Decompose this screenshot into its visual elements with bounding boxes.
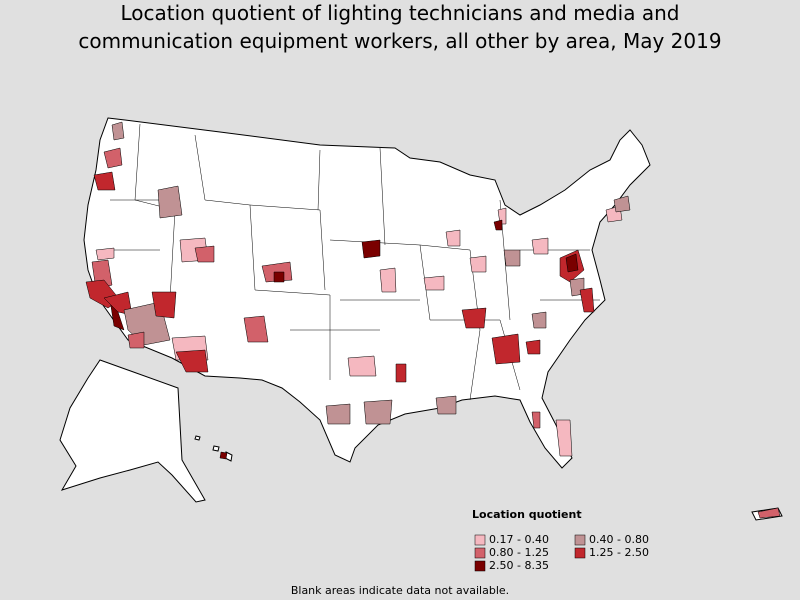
title-line: Location quotient of lighting technician… — [121, 1, 680, 25]
legend-label: 0.40 - 0.80 — [589, 533, 649, 546]
map-area — [461, 307, 487, 329]
map-area — [531, 237, 549, 255]
footnote: Blank areas indicate data not available. — [291, 584, 509, 597]
map-area — [273, 271, 285, 283]
map-area — [93, 171, 116, 191]
map-area — [445, 229, 461, 247]
map-area — [325, 403, 351, 425]
map-area — [103, 147, 123, 169]
map-area — [127, 331, 145, 349]
map-area — [95, 247, 115, 261]
map-area — [525, 339, 541, 355]
legend-title: Location quotient — [472, 508, 582, 521]
map-area — [503, 249, 521, 267]
legend-swatch — [574, 534, 586, 546]
map-area — [491, 333, 521, 365]
alaska — [59, 359, 206, 503]
title-line: communication equipment workers, all oth… — [78, 29, 721, 53]
map-area — [347, 355, 377, 377]
legend-label: 1.25 - 2.50 — [589, 546, 649, 559]
map-area — [157, 185, 183, 219]
legend-label: 0.17 - 0.40 — [489, 533, 549, 546]
map-area — [497, 207, 507, 225]
map-area — [243, 315, 269, 343]
legend: 0.17 - 0.40 0.40 - 0.80 0.80 - 1.25 1.25 - … — [474, 533, 649, 572]
map-area — [361, 239, 381, 259]
map-area — [555, 419, 573, 457]
map-area — [493, 219, 503, 231]
map-area — [435, 395, 457, 415]
map-areas — [85, 121, 781, 519]
map-area — [111, 121, 125, 141]
map-area — [613, 195, 631, 213]
map-area — [423, 275, 445, 291]
map-area — [531, 311, 547, 329]
map-area — [219, 451, 228, 460]
legend-swatch — [474, 534, 486, 546]
legend-swatch — [574, 547, 586, 559]
map-area — [194, 245, 215, 263]
map-area — [757, 507, 781, 519]
map — [59, 117, 783, 521]
map-area — [151, 291, 177, 319]
legend-label: 0.80 - 1.25 — [489, 546, 549, 559]
legend-swatch — [474, 560, 486, 572]
map-area — [565, 253, 579, 273]
map-area — [531, 411, 541, 429]
map-area — [175, 349, 209, 373]
map-area — [395, 363, 407, 383]
legend-label: 2.50 - 8.35 — [489, 559, 549, 572]
map-area — [379, 267, 397, 293]
map-area — [469, 255, 487, 273]
map-area — [579, 287, 595, 313]
legend-swatch — [474, 547, 486, 559]
map-area — [363, 399, 393, 425]
